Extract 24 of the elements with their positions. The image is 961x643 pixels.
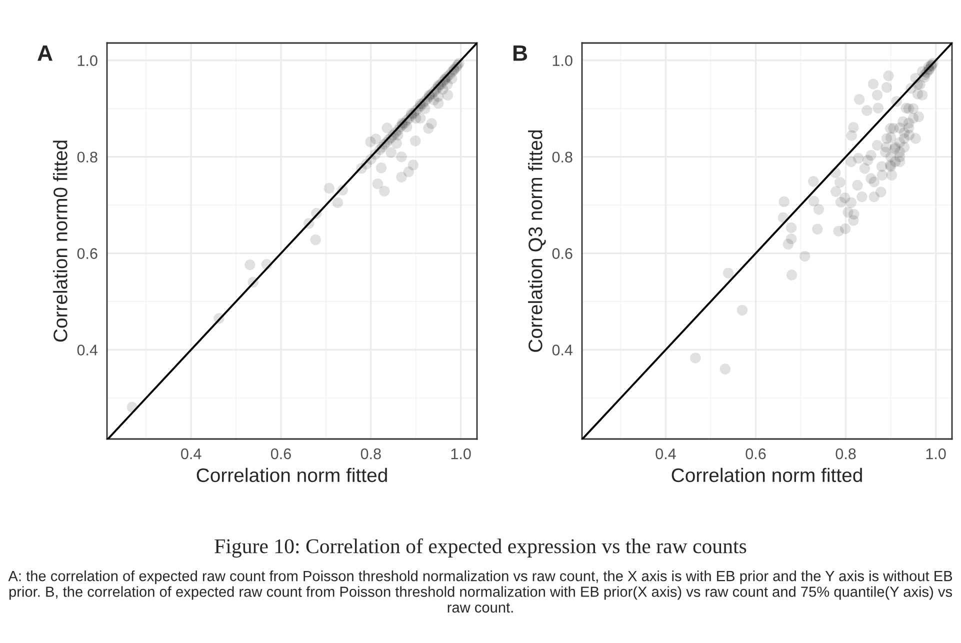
y-tick-label: 0.4 — [77, 344, 98, 356]
x-tick-label: 0.8 — [360, 448, 381, 460]
y-tick-label: 0.6 — [77, 248, 98, 259]
y-tick-label: 1.0 — [78, 55, 98, 66]
x-tick-label: 0.4 — [656, 448, 676, 460]
x-axis-title: Correlation norm fitted — [672, 468, 862, 482]
x-tick-label: 1.0 — [451, 448, 471, 460]
x-tick-label: 1.0 — [926, 448, 946, 460]
y-axis-title: Correlation Q3 norm fitted — [528, 130, 546, 352]
x-tick-label: 0.6 — [746, 448, 766, 460]
y-tick-label: 1.0 — [552, 55, 572, 66]
x-tick-label: 0.8 — [836, 448, 856, 460]
x-tick-label: 0.6 — [270, 448, 291, 460]
chart-title: B — [513, 45, 528, 61]
text: A: the correlation of expected raw count from Poisson threshold normalization vs raw count, the X axis is with EB prior and the Y axis is without EB prior. B, the correlation of expected raw count from Poisson threshold normalization with EB prior(X axis) vs raw count and 75% quantile(Y axis) vs raw count. — [8, 570, 952, 613]
y-tick-label: 0.8 — [552, 152, 572, 163]
chart-title: A — [38, 45, 52, 61]
x-tick-label: 0.4 — [181, 448, 202, 460]
y-tick-label: 0.6 — [552, 248, 572, 259]
y-tick-label: 0.8 — [77, 152, 98, 163]
x-axis-title: Correlation norm fitted — [196, 468, 387, 482]
y-tick-label: 0.4 — [552, 344, 573, 356]
y-axis-title: Correlation norm0 fitted — [53, 140, 68, 342]
caption: Figure 10: Correlation of expected expression vs the raw counts — [214, 538, 746, 558]
